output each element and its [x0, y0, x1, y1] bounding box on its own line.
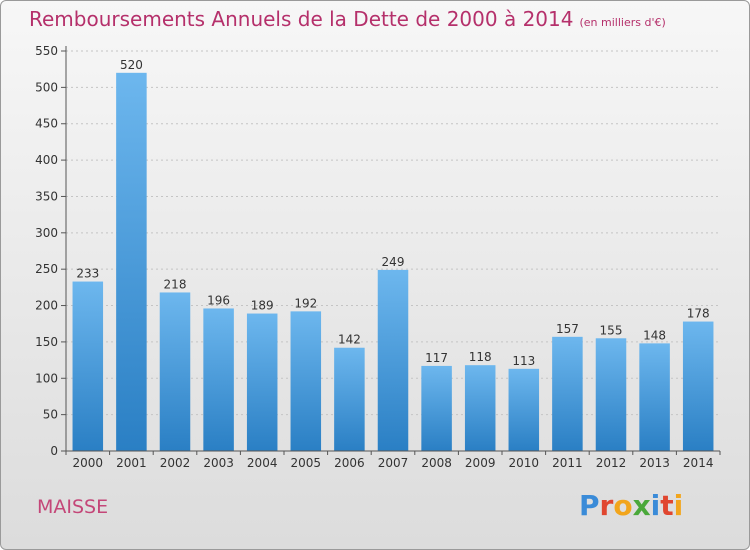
data-label-2003: 196 — [207, 293, 230, 307]
bar-2008 — [421, 365, 452, 451]
x-tick-label-2005: 2005 — [291, 456, 322, 470]
y-tick-label: 0 — [50, 444, 58, 458]
bar-2012 — [595, 338, 627, 451]
chart-subtitle: (en milliers d'€) — [579, 16, 666, 29]
chart-title-main: Remboursements Annuels de la Dette de 20… — [29, 7, 574, 31]
data-label-2013: 148 — [643, 328, 666, 342]
x-axis: 2000 2001 2002 2003 2004 2005 2006 2007 2008 2009… — [65, 450, 721, 470]
x-tick-label-2004: 2004 — [247, 456, 278, 470]
data-label-2005: 192 — [294, 296, 317, 310]
bar-2014 — [682, 321, 714, 451]
x-tick-label-2001: 2001 — [116, 456, 147, 470]
data-label-2009: 118 — [469, 350, 492, 364]
bar-2000 — [72, 281, 104, 451]
data-label-2000: 233 — [76, 267, 99, 281]
logo-letter: o — [613, 489, 633, 522]
x-tick-label-2013: 2013 — [639, 456, 670, 470]
y-tick-label: 200 — [35, 299, 58, 313]
data-label-2014: 178 — [687, 307, 710, 321]
y-tick-label: 150 — [35, 335, 58, 349]
bar-2001 — [116, 72, 147, 452]
logo-letter: i — [673, 489, 684, 522]
x-tick-label-2009: 2009 — [465, 456, 496, 470]
proxiti-logo: Proxiti — [579, 489, 683, 522]
y-tick-label: 450 — [35, 117, 58, 131]
data-label-2001: 520 — [120, 58, 143, 72]
logo-letter: x — [632, 489, 651, 522]
bar-2004 — [246, 313, 278, 451]
y-tick-label: 250 — [35, 262, 58, 276]
x-tick-label-2008: 2008 — [421, 456, 452, 470]
commune-name: MAISSE — [37, 496, 109, 518]
logo-letter: t — [660, 489, 674, 522]
x-tick-label-2011: 2011 — [552, 456, 583, 470]
logo-letter: i — [650, 489, 661, 522]
y-tick-label: 350 — [35, 189, 58, 203]
data-label-2008: 117 — [425, 351, 448, 365]
data-label-2012: 155 — [600, 323, 623, 337]
x-tick-label-2006: 2006 — [334, 456, 365, 470]
bar-2005 — [290, 311, 322, 451]
data-label-2007: 249 — [382, 255, 405, 269]
data-label-2006: 142 — [338, 333, 361, 347]
y-tick-label: 300 — [35, 226, 58, 240]
logo-letter: P — [579, 489, 600, 522]
chart-title: Remboursements Annuels de la Dette de 20… — [29, 7, 666, 31]
bar-2003 — [203, 308, 234, 451]
x-tick-label-2014: 2014 — [683, 456, 714, 470]
x-tick-label-2010: 2010 — [509, 456, 540, 470]
bar-2009 — [464, 365, 496, 451]
data-label-2010: 113 — [512, 354, 535, 368]
data-label-2011: 157 — [556, 322, 579, 336]
data-labels: 233 520 218 196 189 192 142 249 117 118 113 157 155 1… — [76, 58, 709, 368]
data-label-2004: 189 — [251, 299, 274, 313]
y-axis: 0 50 100 150 200 250 300 350 400 450 500 550 — [35, 44, 67, 458]
y-tick-label: 500 — [35, 80, 58, 94]
bar-2006 — [334, 347, 365, 451]
x-tick-label-2000: 2000 — [73, 456, 104, 470]
y-tick-label: 100 — [35, 371, 58, 385]
data-label-2002: 218 — [164, 277, 187, 291]
x-tick-label-2007: 2007 — [378, 456, 409, 470]
x-tick-label-2012: 2012 — [596, 456, 627, 470]
x-tick-label-2003: 2003 — [203, 456, 234, 470]
y-tick-label: 550 — [35, 44, 58, 58]
bar-2013 — [639, 343, 670, 451]
bar-2010 — [508, 368, 540, 451]
y-tick-label: 50 — [43, 408, 58, 422]
bar-2011 — [552, 336, 583, 451]
bar-2007 — [377, 269, 409, 451]
x-tick-label-2002: 2002 — [160, 456, 191, 470]
bar-2002 — [159, 292, 191, 451]
logo-letter: r — [599, 489, 614, 522]
bars — [72, 72, 714, 452]
y-tick-label: 400 — [35, 153, 58, 167]
